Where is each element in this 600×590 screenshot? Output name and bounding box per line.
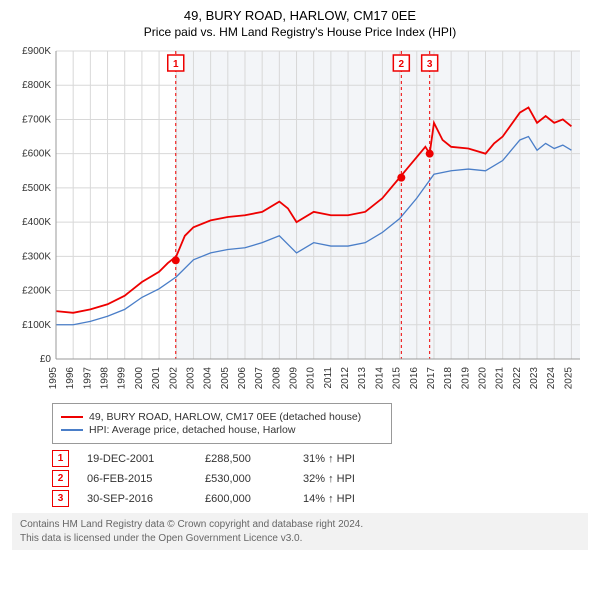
event-row: 1 19-DEC-2001 £288,500 31% ↑ HPI — [52, 450, 588, 467]
svg-text:2024: 2024 — [546, 367, 557, 390]
svg-text:2006: 2006 — [237, 367, 248, 390]
svg-text:2000: 2000 — [134, 367, 145, 390]
svg-text:3: 3 — [427, 59, 433, 70]
svg-text:1998: 1998 — [100, 367, 111, 390]
svg-text:£100K: £100K — [22, 320, 51, 331]
svg-text:£500K: £500K — [22, 183, 51, 194]
legend-label: HPI: Average price, detached house, Harl… — [89, 424, 295, 436]
svg-text:2012: 2012 — [340, 367, 351, 390]
event-price: £600,000 — [205, 493, 285, 505]
svg-text:2009: 2009 — [289, 367, 300, 390]
legend-label: 49, BURY ROAD, HARLOW, CM17 0EE (detache… — [89, 411, 361, 423]
event-delta: 14% ↑ HPI — [303, 493, 393, 505]
svg-text:2003: 2003 — [185, 367, 196, 390]
legend-item: 49, BURY ROAD, HARLOW, CM17 0EE (detache… — [61, 411, 383, 423]
svg-text:2: 2 — [399, 59, 405, 70]
svg-text:2019: 2019 — [460, 367, 471, 390]
svg-text:2011: 2011 — [323, 367, 334, 389]
svg-text:£200K: £200K — [22, 286, 51, 297]
footer-line: Contains HM Land Registry data © Crown c… — [20, 518, 580, 532]
legend-swatch — [61, 429, 83, 431]
event-marker: 2 — [52, 470, 69, 487]
event-date: 30-SEP-2016 — [87, 493, 187, 505]
svg-text:2001: 2001 — [151, 367, 162, 390]
svg-text:£600K: £600K — [22, 149, 51, 160]
events-table: 1 19-DEC-2001 £288,500 31% ↑ HPI 2 06-FEB-201… — [52, 450, 588, 507]
svg-text:£400K: £400K — [22, 217, 51, 228]
svg-text:£0: £0 — [40, 354, 52, 365]
svg-text:2008: 2008 — [271, 367, 282, 390]
price-chart: £0 £100K £200K £300K £400K £500K £600K £700K £80… — [12, 45, 588, 395]
svg-text:2002: 2002 — [168, 367, 179, 390]
footer-line: This data is licensed under the Open Gov… — [20, 532, 580, 546]
event-row: 2 06-FEB-2015 £530,000 32% ↑ HPI — [52, 470, 588, 487]
svg-text:2023: 2023 — [529, 367, 540, 390]
svg-text:1996: 1996 — [65, 367, 76, 390]
page-subtitle: Price paid vs. HM Land Registry's House … — [12, 25, 588, 39]
event-price: £288,500 — [205, 453, 285, 465]
event-date: 06-FEB-2015 — [87, 473, 187, 485]
event-marker: 3 — [52, 490, 69, 507]
svg-text:2016: 2016 — [409, 367, 420, 390]
svg-text:1999: 1999 — [117, 367, 128, 390]
svg-text:2021: 2021 — [495, 367, 506, 390]
svg-text:£900K: £900K — [22, 46, 51, 57]
event-delta: 32% ↑ HPI — [303, 473, 393, 485]
svg-text:2013: 2013 — [357, 367, 368, 390]
svg-text:2025: 2025 — [563, 367, 574, 390]
event-date: 19-DEC-2001 — [87, 453, 187, 465]
svg-text:1997: 1997 — [82, 367, 93, 390]
svg-text:2022: 2022 — [512, 367, 523, 390]
event-marker: 1 — [52, 450, 69, 467]
svg-text:2017: 2017 — [426, 367, 437, 390]
event-delta: 31% ↑ HPI — [303, 453, 393, 465]
event-price: £530,000 — [205, 473, 285, 485]
page-title: 49, BURY ROAD, HARLOW, CM17 0EE — [12, 8, 588, 23]
svg-text:2005: 2005 — [220, 367, 231, 390]
svg-text:1: 1 — [173, 59, 179, 70]
svg-text:£800K: £800K — [22, 80, 51, 91]
svg-text:2004: 2004 — [203, 367, 214, 390]
svg-text:2018: 2018 — [443, 367, 454, 390]
svg-text:2015: 2015 — [392, 367, 403, 390]
svg-text:1995: 1995 — [48, 367, 59, 390]
svg-text:2010: 2010 — [306, 367, 317, 390]
svg-text:2007: 2007 — [254, 367, 265, 390]
legend-swatch — [61, 416, 83, 418]
event-row: 3 30-SEP-2016 £600,000 14% ↑ HPI — [52, 490, 588, 507]
svg-text:2014: 2014 — [374, 367, 385, 390]
chart-legend: 49, BURY ROAD, HARLOW, CM17 0EE (detache… — [52, 403, 392, 444]
legend-item: HPI: Average price, detached house, Harl… — [61, 424, 383, 436]
svg-text:£300K: £300K — [22, 251, 51, 262]
svg-text:2020: 2020 — [478, 367, 489, 390]
footer-attribution: Contains HM Land Registry data © Crown c… — [12, 513, 588, 550]
svg-text:£700K: £700K — [22, 114, 51, 125]
